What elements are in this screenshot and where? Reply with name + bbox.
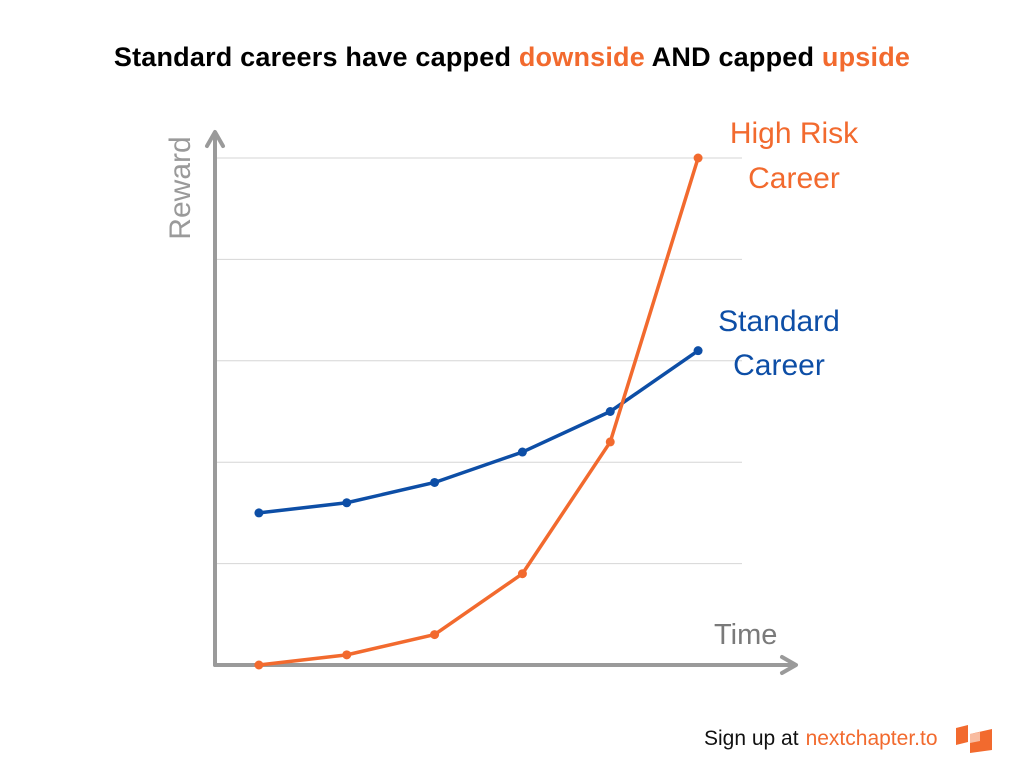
series [254,153,703,670]
series-line [257,348,700,515]
series-line [257,156,700,667]
series-label: Career [733,349,825,382]
data-point [605,407,615,416]
footer: Sign up at nextchapter.to [704,724,994,754]
data-point [693,153,703,163]
title-part-1: Standard careers have capped [113,42,519,72]
y-axis-arrow-icon [205,130,225,148]
title-part-2: AND capped [644,42,822,72]
series-label: Career [748,162,840,195]
data-point [254,660,264,670]
gridlines [215,157,742,565]
x-axis-label: Time [714,619,777,651]
footer-prefix: Sign up at [704,727,799,750]
data-point [342,498,352,508]
axes [205,130,798,675]
data-point [517,447,527,457]
title-highlight-downside: downside [518,42,645,72]
y-axis-label: Reward [164,136,197,239]
data-point [517,569,527,579]
series-label: Standard [718,305,840,338]
labels: Time Reward Standard Career High Risk Career [164,117,859,651]
data-point [430,630,440,640]
data-point [605,437,615,447]
signup-link[interactable]: nextchapter.to [805,727,938,750]
nextchapter-logo-icon [955,725,992,753]
data-point [254,508,264,518]
chart-title: Standard careers have capped downside AN… [0,42,1024,73]
data-point [430,477,440,487]
data-point [342,650,352,660]
series-label: High Risk [730,117,859,150]
title-highlight-upside: upside [821,42,911,72]
data-point [693,346,703,356]
x-axis-arrow-icon [780,655,798,675]
